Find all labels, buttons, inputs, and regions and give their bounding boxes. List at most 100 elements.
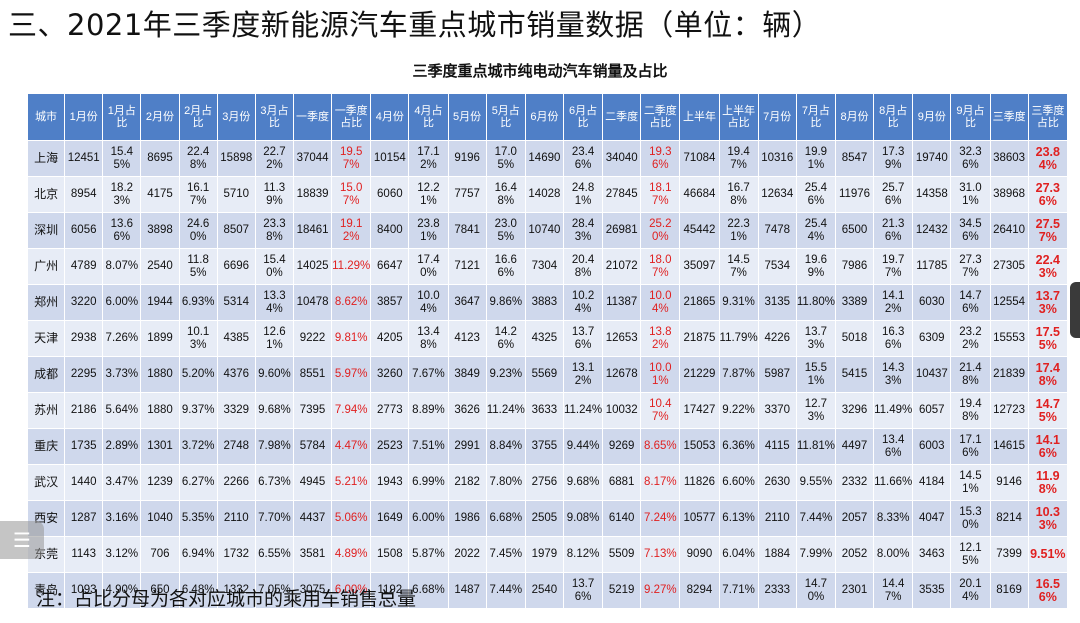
menu-icon[interactable]: ☰ xyxy=(0,521,44,559)
table-cell: 7121 xyxy=(447,248,487,285)
table-cell: 3755 xyxy=(524,428,564,465)
table-cell: 4376 xyxy=(216,356,256,393)
table-cell: 15.40% xyxy=(254,248,294,285)
table-cell: 11.80% xyxy=(795,284,836,321)
table-cell: 18.17% xyxy=(640,176,681,213)
table-cell: 27305 xyxy=(989,248,1029,285)
table-cell: 9.81% xyxy=(331,320,372,357)
table-cell: 5987 xyxy=(757,356,797,393)
table-cell: 6003 xyxy=(912,428,952,465)
table-cell: 2301 xyxy=(834,572,875,609)
table-cell: 17.16% xyxy=(950,428,991,465)
table-cell: 22.43% xyxy=(1027,248,1069,285)
table-cell: 15.45% xyxy=(102,140,142,177)
table-cell: 25.76% xyxy=(873,176,914,213)
table-cell: 24.81% xyxy=(562,176,604,213)
table-cell: 3633 xyxy=(524,392,564,429)
table-cell: 8214 xyxy=(989,500,1029,537)
table-cell: 21839 xyxy=(989,356,1029,393)
table-cell: 10.47% xyxy=(640,392,681,429)
column-header: 7月占比 xyxy=(795,93,836,141)
table-cell: 11785 xyxy=(912,248,952,285)
table-cell: 38968 xyxy=(989,176,1029,213)
table-cell: 2748 xyxy=(216,428,256,465)
table-cell: 3220 xyxy=(64,284,104,321)
table-cell: 7.13% xyxy=(640,536,681,573)
table-cell: 28.43% xyxy=(562,212,604,249)
table-cell: 7.51% xyxy=(408,428,449,465)
column-header: 8月占比 xyxy=(873,93,914,141)
table-cell: 8547 xyxy=(834,140,875,177)
column-header: 4月份 xyxy=(370,93,410,141)
table-cell: 12554 xyxy=(989,284,1029,321)
side-panel-handle[interactable] xyxy=(1070,282,1080,338)
table-cell: 13.34% xyxy=(254,284,294,321)
table-cell: 19740 xyxy=(912,140,952,177)
table-cell: 7478 xyxy=(757,212,797,249)
table-cell: 14.51% xyxy=(950,464,991,501)
table-cell: 3626 xyxy=(447,392,487,429)
table-cell: 13.48% xyxy=(408,320,449,357)
table-cell: 23.38% xyxy=(254,212,294,249)
table-cell: 11387 xyxy=(602,284,642,321)
table-cell: 706 xyxy=(140,536,180,573)
table-cell: 1192 xyxy=(370,572,410,609)
table-cell: 18.07% xyxy=(640,248,681,285)
column-header: 三季度占比 xyxy=(1027,93,1069,141)
table-cell: 23.46% xyxy=(562,140,604,177)
table-cell: 8.17% xyxy=(640,464,681,501)
table-cell: 1332 xyxy=(216,572,256,609)
table-cell: 14.33% xyxy=(873,356,914,393)
table-cell: 5415 xyxy=(834,356,875,393)
table-cell: 6.94% xyxy=(178,536,218,573)
table-row: 苏州 2186 5.64% 1880 9.37% 3329 9.68% 7395 7.94% 27… xyxy=(26,392,1069,429)
table-cell: 9196 xyxy=(447,140,487,177)
column-header: 1月份 xyxy=(64,93,104,141)
table-cell: 19.48% xyxy=(950,392,991,429)
column-header: 9月份 xyxy=(912,93,952,141)
table-cell: 8.84% xyxy=(485,428,526,465)
table-cell: 1884 xyxy=(757,536,797,573)
table-cell: 14028 xyxy=(524,176,564,213)
table-cell: 16.36% xyxy=(873,320,914,357)
table-cell: 8.62% xyxy=(331,284,372,321)
table-cell: 1040 xyxy=(140,500,180,537)
table-cell: 7.99% xyxy=(795,536,836,573)
table-cell: 14025 xyxy=(292,248,333,285)
table-cell: 7.94% xyxy=(331,392,372,429)
table-cell: 8551 xyxy=(292,356,333,393)
table-cell: 37044 xyxy=(292,140,333,177)
column-header: 三季度 xyxy=(989,93,1029,141)
table-cell: 8.65% xyxy=(640,428,681,465)
table-cell: 6.60% xyxy=(718,464,759,501)
table-cell: 2.89% xyxy=(102,428,142,465)
table-cell: 6.68% xyxy=(408,572,449,609)
table-cell: 1287 xyxy=(64,500,104,537)
column-header: 二季度占比 xyxy=(640,93,681,141)
column-header: 1月占比 xyxy=(102,93,142,141)
table-cell: 3075 xyxy=(292,572,333,609)
table-cell: 11.85% xyxy=(178,248,218,285)
table-cell: 4115 xyxy=(757,428,797,465)
table-cell: 5.97% xyxy=(331,356,372,393)
table-cell: 17.39% xyxy=(873,140,914,177)
table-row: 深圳 6056 13.66% 3898 24.60% 8507 23.38% 18461 19.… xyxy=(26,212,1069,249)
table-cell: 5509 xyxy=(602,536,642,573)
column-header: 6月份 xyxy=(524,93,564,141)
table-cell: 4184 xyxy=(912,464,952,501)
table-cell: 34040 xyxy=(602,140,642,177)
table-cell: 4437 xyxy=(292,500,333,537)
page-heading: 三、2021年三季度新能源汽车重点城市销量数据（单位：辆） xyxy=(8,8,822,42)
table-cell: 2022 xyxy=(447,536,487,573)
table-cell: 4175 xyxy=(140,176,180,213)
table-cell: 2266 xyxy=(216,464,256,501)
table-cell: 12678 xyxy=(602,356,642,393)
table-cell: 6309 xyxy=(912,320,952,357)
table-cell: 15.30% xyxy=(950,500,991,537)
table-cell: 2756 xyxy=(524,464,564,501)
table-cell: 11.81% xyxy=(795,428,836,465)
table-cell: 2630 xyxy=(757,464,797,501)
table-cell: 14.75% xyxy=(1027,392,1069,429)
table-cell: 25.46% xyxy=(795,176,836,213)
column-header: 5月占比 xyxy=(485,93,526,141)
